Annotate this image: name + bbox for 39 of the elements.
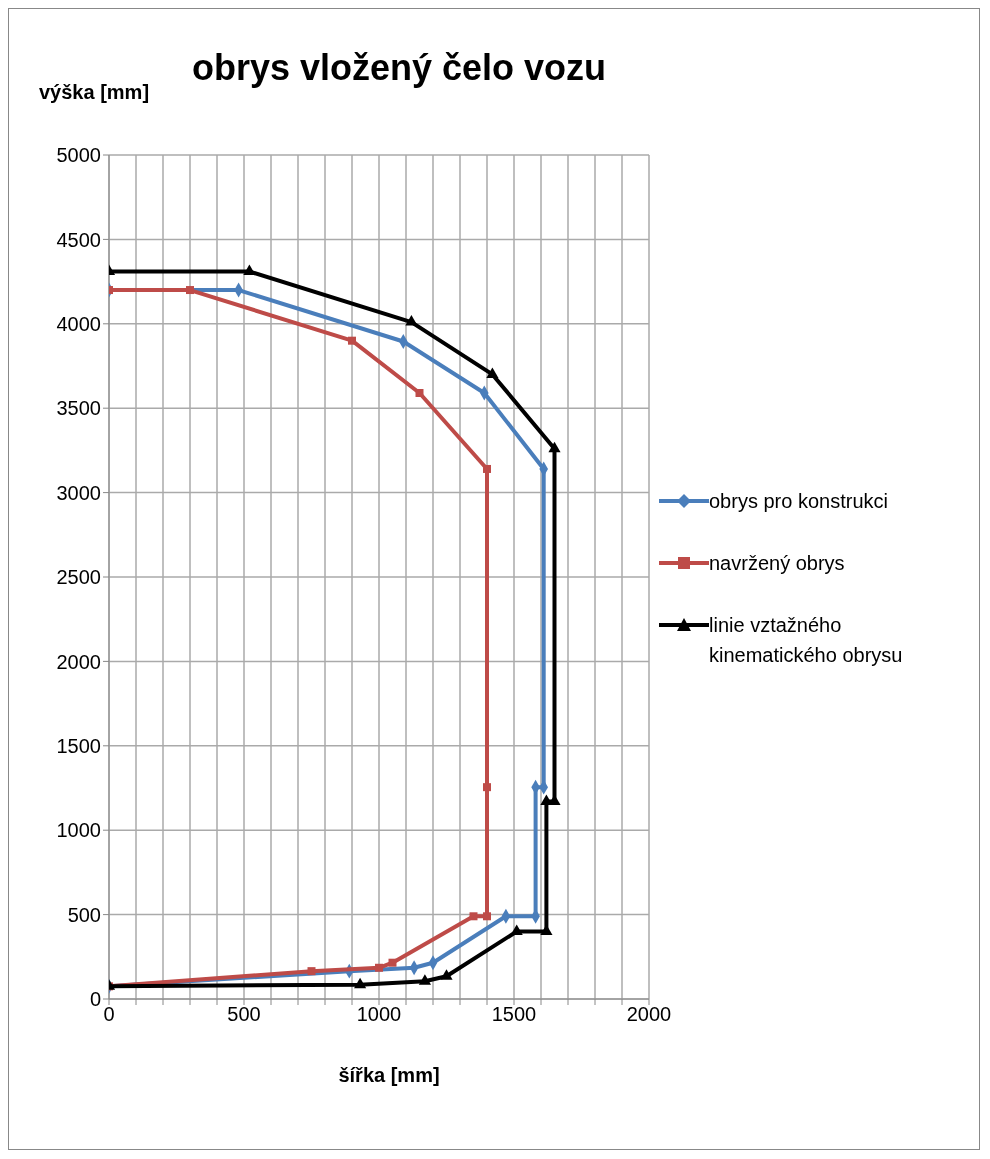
legend-label: navržený obrys <box>709 551 846 576</box>
chart-title: obrys vložený čelo vozu <box>191 47 607 88</box>
x-tick-label: 1000 <box>356 1003 402 1026</box>
x-tick-label: 500 <box>227 1003 261 1026</box>
x-tick-label: 1500 <box>491 1003 537 1026</box>
legend-label: obrys pro konstrukci <box>709 489 889 514</box>
y-tick-label: 3500 <box>56 397 101 420</box>
point <box>548 441 561 453</box>
y-tick-label: 1000 <box>56 819 101 842</box>
x-axis-title: šířka [mm] <box>337 1064 441 1087</box>
point <box>186 286 194 295</box>
y-tick-label: 2500 <box>56 566 101 589</box>
point <box>483 912 491 921</box>
x-tick-label: 0 <box>103 1003 115 1026</box>
point <box>483 783 491 792</box>
point <box>483 464 491 473</box>
point <box>307 967 316 976</box>
point <box>354 977 367 989</box>
point <box>440 969 453 980</box>
y-tick-label: 4000 <box>56 312 101 335</box>
y-tick-label: 4500 <box>56 228 101 251</box>
legend-label: linie vztažného kinematického obrysu <box>709 613 904 668</box>
point <box>486 367 499 378</box>
y-tick-label: 2000 <box>56 650 101 673</box>
point <box>469 912 478 921</box>
y-axis-title: výška [mm] <box>39 81 150 104</box>
y-tick-label: 1500 <box>56 734 101 757</box>
y-tick-label: 0 <box>89 988 101 1011</box>
point <box>348 336 356 345</box>
point <box>418 974 431 985</box>
y-tick-label: 3000 <box>56 481 101 504</box>
x-tick-label: 2000 <box>626 1003 672 1026</box>
y-tick-label: 5000 <box>56 144 101 167</box>
point <box>405 315 418 326</box>
point <box>415 389 424 398</box>
point <box>510 924 523 935</box>
y-tick-label: 500 <box>67 903 101 926</box>
point <box>388 958 397 967</box>
point <box>375 963 383 972</box>
